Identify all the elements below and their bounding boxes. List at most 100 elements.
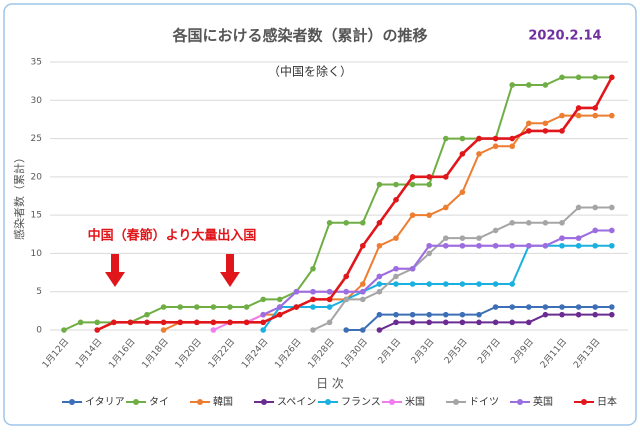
y-tick-label: 10 [31,249,43,259]
data-point [609,112,615,119]
arrow [220,254,240,287]
data-point [492,281,499,287]
data-point [559,311,565,318]
data-point [542,120,549,127]
data-point [476,281,482,287]
data-point [360,288,366,295]
data-point [459,135,466,142]
data-point [526,128,532,134]
data-point [210,319,217,326]
data-point [293,304,300,310]
data-point [409,181,416,188]
data-point [177,319,183,326]
data-point [393,281,399,287]
data-point [409,174,416,180]
data-point [160,319,167,326]
data-point [343,296,350,303]
data-point [575,74,582,81]
series [94,74,615,333]
data-point [426,250,433,257]
data-point [492,242,499,249]
data-point [509,242,515,249]
data-point [592,204,598,211]
data-point [94,327,100,333]
data-point [459,235,466,241]
data-point [343,220,350,226]
data-point [277,304,283,310]
data-point [443,281,449,287]
data-point [459,311,466,318]
data-point [509,304,515,310]
data-point [492,143,499,150]
legend-label: フランス [341,396,381,408]
data-point [160,327,167,333]
data-point [343,273,350,280]
legend-label: 英国 [533,395,553,408]
data-point [575,112,582,119]
data-point [326,319,333,326]
data-point [409,212,416,218]
legend-marker [261,399,267,405]
data-point [559,112,565,119]
data-point [492,227,499,234]
data-point [310,304,316,310]
data-point [559,128,565,134]
data-point [509,319,515,326]
data-point [277,311,283,318]
data-point [94,319,100,326]
data-point [376,181,383,188]
data-point [260,327,267,333]
data-point [443,319,449,326]
data-point [609,311,615,318]
data-point [559,235,565,241]
data-point [426,212,433,218]
data-point [376,220,383,226]
data-point [310,265,316,272]
data-point [227,319,233,326]
data-point [343,327,350,333]
data-point [443,311,449,318]
legend-marker [581,399,587,405]
data-point [592,304,598,310]
data-point [575,311,582,318]
data-point [77,319,84,326]
chart-title: 各国における感染者数（累計）の推移 [171,27,427,45]
data-point [160,304,167,310]
data-point [360,296,366,303]
data-point [476,311,482,318]
data-point [393,311,399,318]
data-point [526,304,532,310]
series [376,311,615,333]
data-point [360,242,366,249]
data-point [542,304,549,310]
data-point [526,319,532,326]
data-point [310,288,316,295]
data-point [426,242,433,249]
legend-label: スペイン [277,397,316,408]
data-point [210,327,217,333]
data-point [393,235,399,241]
x-axis-label: 日 次 [316,377,344,391]
data-point [492,319,499,326]
legend-label: 韓国 [213,396,233,408]
data-point [476,151,482,157]
data-point [61,327,67,333]
series [343,304,615,333]
series [260,227,615,318]
y-tick-label: 30 [31,96,43,106]
legend-marker [69,399,75,405]
data-point [409,311,416,318]
arrows [105,254,240,287]
data-point [144,319,150,326]
data-point [360,220,366,226]
data-point [144,311,150,318]
legend-label: タイ [149,396,169,408]
data-point [293,288,300,295]
legend-marker [517,399,523,405]
chart-subtitle: （中国を除く） [268,64,352,79]
data-point [575,105,582,111]
data-point [210,304,217,310]
data-point [476,319,482,326]
series-line [262,244,612,331]
arrow [105,254,125,287]
